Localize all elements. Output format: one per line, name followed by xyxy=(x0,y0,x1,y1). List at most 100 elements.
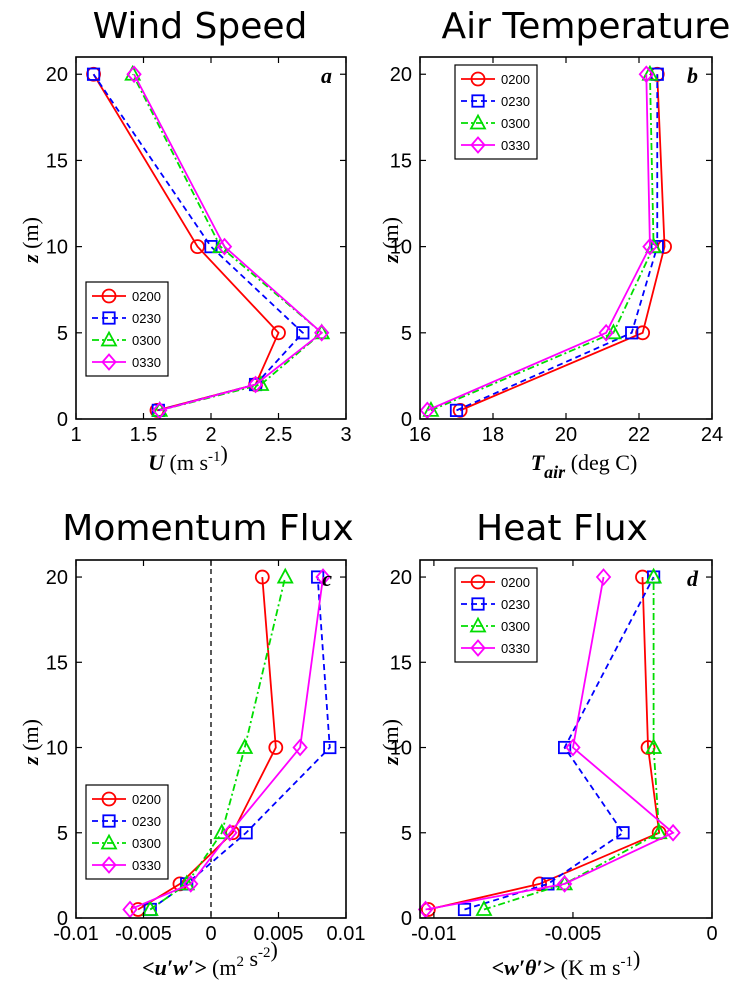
data-point xyxy=(616,826,630,840)
x-axis-label-symbol: <w′θ′> xyxy=(492,955,556,980)
x-tick-label: 2.5 xyxy=(265,424,293,446)
y-axis-label: z (m) xyxy=(18,217,43,264)
series-0230 xyxy=(143,570,337,917)
x-axis-label-unit: (m xyxy=(212,955,236,980)
series-line xyxy=(129,576,324,911)
data-point xyxy=(276,567,294,584)
series-line xyxy=(456,74,659,412)
x-axis-label-symbol: <u′w′> xyxy=(142,955,206,980)
data-point xyxy=(315,568,331,586)
legend: 0200 0230 0300 0330 xyxy=(85,281,169,377)
data-point xyxy=(558,740,572,755)
series-line xyxy=(137,576,277,911)
x-axis-label-unit: (m s xyxy=(170,450,209,475)
legend-marker xyxy=(470,71,486,87)
y-tick-label: 15 xyxy=(390,150,412,172)
series-line xyxy=(149,576,331,911)
data-point xyxy=(239,826,253,840)
x-tick-label: 16 xyxy=(409,424,431,446)
legend: 0200 0230 0300 0330 xyxy=(85,784,169,880)
data-point xyxy=(650,823,668,840)
data-point xyxy=(598,323,614,342)
data-point xyxy=(183,875,199,893)
legend-entry-label: 0330 xyxy=(132,355,161,370)
x-axis-label-unit: (deg C) xyxy=(571,450,638,475)
y-tick-label: 0 xyxy=(57,908,68,930)
legend-marker xyxy=(101,353,117,371)
data-point xyxy=(449,403,464,417)
x-tick-label: 3 xyxy=(340,424,351,446)
x-axis-label: U (m s-1) xyxy=(148,441,228,475)
x-axis-label-tail: ) xyxy=(633,946,640,971)
x-tick-label: 24 xyxy=(701,424,723,446)
y-axis-label-symbol: z xyxy=(378,756,403,766)
x-tick-label: 2 xyxy=(205,424,216,446)
data-point xyxy=(236,738,254,754)
y-tick-label: 20 xyxy=(390,567,412,589)
y-tick-label: 0 xyxy=(401,908,412,930)
y-tick-label: 10 xyxy=(46,738,68,760)
x-axis-label-subscript: air xyxy=(544,462,566,482)
x-tick-label: 18 xyxy=(482,424,504,446)
x-tick-label: -0.005 xyxy=(115,923,172,945)
series-0330 xyxy=(122,568,331,919)
legend-entry-label: 0230 xyxy=(132,814,161,829)
x-tick-label: 0 xyxy=(205,923,216,945)
series-0330 xyxy=(417,568,681,919)
y-tick-label: 10 xyxy=(46,237,68,259)
x-tick-label: 22 xyxy=(628,424,650,446)
x-axis-label-unit2: s xyxy=(244,946,258,971)
x-axis-label-unit: (K m s xyxy=(561,955,621,980)
legend-marker xyxy=(101,288,117,304)
data-point xyxy=(311,570,325,584)
x-tick-label: -0.01 xyxy=(411,923,457,945)
x-axis-label-tail: ) xyxy=(221,441,228,466)
x-axis-label-superscript: 2 xyxy=(236,954,244,970)
y-axis-label: z (m) xyxy=(18,719,43,766)
data-point xyxy=(190,239,205,255)
data-point xyxy=(122,900,138,919)
data-point xyxy=(556,875,573,893)
panel-title: Wind Speed xyxy=(93,6,308,47)
y-tick-label: 20 xyxy=(46,567,68,589)
x-axis-label-superscript2: -2 xyxy=(258,945,271,961)
series-line xyxy=(133,73,324,412)
y-tick-label: 20 xyxy=(390,64,412,86)
data-point xyxy=(222,823,238,842)
legend-marker xyxy=(470,136,486,154)
legend-entry-label: 0230 xyxy=(501,94,530,109)
y-axis-label-unit: (m) xyxy=(378,719,403,751)
y-axis-label-symbol: z xyxy=(18,254,43,264)
series-line xyxy=(459,74,666,412)
legend-box xyxy=(454,567,538,663)
data-point xyxy=(247,375,264,394)
series-line xyxy=(464,576,655,911)
y-axis-label-symbol: z xyxy=(378,254,403,264)
panel-title: Heat Flux xyxy=(476,508,648,549)
legend-marker xyxy=(469,113,487,130)
x-tick-label: 1.5 xyxy=(130,424,158,446)
y-tick-label: 5 xyxy=(57,823,68,845)
data-point xyxy=(86,67,101,81)
data-point xyxy=(645,567,663,584)
data-point xyxy=(296,326,310,340)
legend: 0200 0230 0300 0330 xyxy=(454,64,538,160)
legend-marker xyxy=(471,597,485,611)
y-tick-label: 15 xyxy=(46,150,68,172)
data-point xyxy=(417,900,434,919)
panel-title: Air Temperature xyxy=(442,6,731,47)
data-point xyxy=(420,902,436,917)
x-tick-label: -0.01 xyxy=(53,923,99,945)
y-axis-label: z (m) xyxy=(378,719,403,766)
x-tick-label: 20 xyxy=(555,424,577,446)
y-tick-label: 0 xyxy=(401,409,412,431)
y-tick-label: 5 xyxy=(401,323,412,345)
legend-marker xyxy=(101,791,117,807)
data-point xyxy=(178,874,196,891)
data-point xyxy=(475,900,493,916)
data-point xyxy=(313,323,331,340)
legend-entry-label: 0200 xyxy=(132,289,161,304)
series-line xyxy=(430,74,655,412)
legend-entry-label: 0330 xyxy=(501,641,530,656)
